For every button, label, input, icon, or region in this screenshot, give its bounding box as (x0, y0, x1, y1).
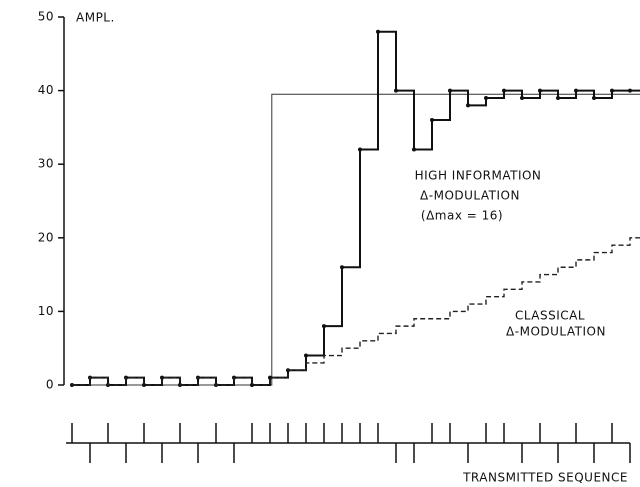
step-point (304, 353, 308, 358)
step-point (430, 118, 434, 123)
step-point (376, 29, 380, 34)
y-tick-label: 50 (38, 10, 54, 24)
annotation: CLASSICAL (515, 309, 585, 323)
step-point (394, 88, 398, 93)
annotation: Δ-MODULATION (420, 189, 520, 203)
x-axis-label: TRANSMITTED SEQUENCE (462, 471, 628, 485)
step-point (412, 147, 416, 152)
step-point (592, 95, 596, 100)
step-point (484, 95, 488, 100)
input-signal (72, 93, 640, 386)
y-axis-label: AMPL. (76, 11, 115, 25)
step-point (538, 88, 542, 93)
annotation: Δ-MODULATION (506, 325, 606, 339)
y-tick-label: 30 (38, 157, 54, 171)
step-point (520, 95, 524, 100)
step-point (610, 88, 614, 93)
step-point (502, 88, 506, 93)
annotation: (Δmax = 16) (421, 209, 503, 223)
step-point (466, 103, 470, 108)
step-point (628, 88, 632, 93)
annotation: HIGH INFORMATION (415, 169, 542, 183)
y-tick-label: 20 (38, 230, 54, 244)
y-tick-label: 0 (46, 378, 54, 392)
step-point (142, 383, 146, 387)
step-point (358, 147, 362, 152)
y-tick-label: 10 (38, 304, 54, 318)
step-point (268, 375, 272, 380)
step-point (250, 383, 254, 387)
step-point (448, 88, 452, 93)
y-tick-label: 40 (38, 83, 54, 97)
step-point (556, 95, 560, 100)
step-point (322, 324, 326, 329)
step-line (72, 237, 640, 386)
step-point (340, 265, 344, 270)
step-point (574, 88, 578, 93)
step-point (160, 375, 164, 380)
